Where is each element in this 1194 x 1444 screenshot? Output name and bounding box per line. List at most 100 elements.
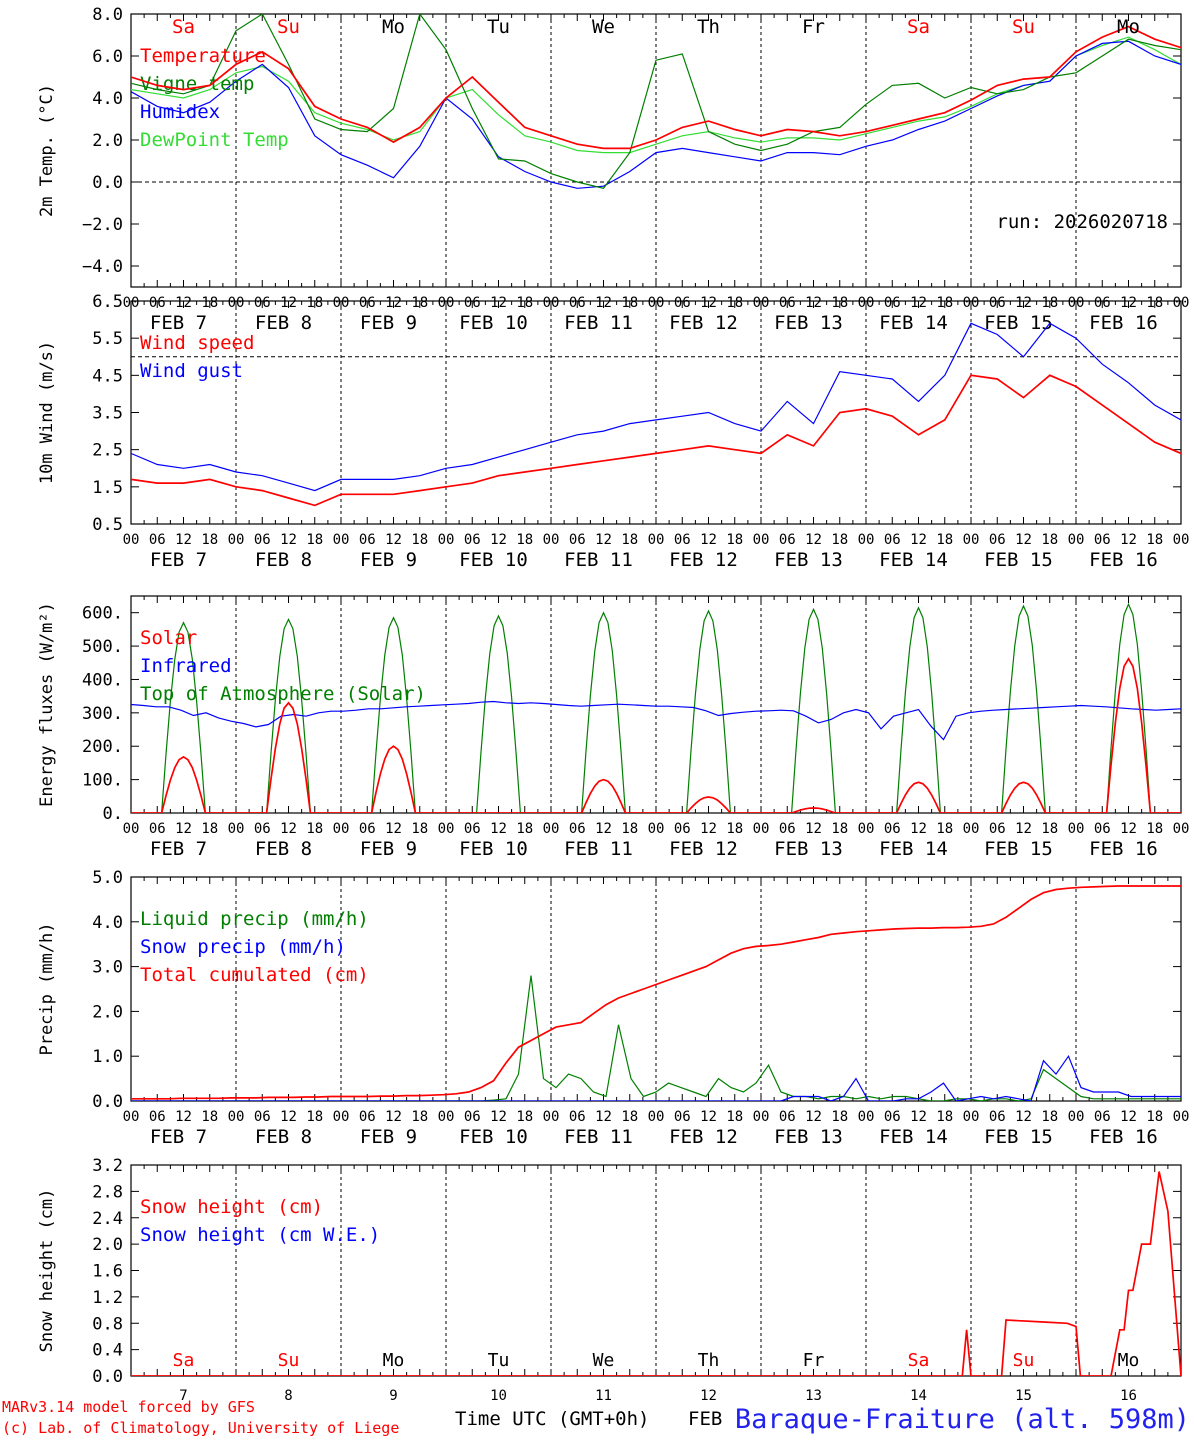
- x-day-label: FEB 13: [774, 838, 843, 860]
- x-hour-label: 06: [569, 532, 586, 548]
- y-tick-label: 8.0: [92, 5, 123, 25]
- x-day-label: FEB 12: [669, 838, 738, 860]
- series-line-total-cumulated-cm-: [131, 885, 1181, 1100]
- day-number: 16: [1120, 1388, 1137, 1404]
- y-tick-label: 3.0: [92, 958, 123, 978]
- x-day-label: FEB 15: [984, 1126, 1053, 1148]
- x-hour-label: 12: [910, 1109, 927, 1125]
- x-hour-label: 18: [411, 1109, 428, 1125]
- x-hour-label: 06: [464, 821, 481, 837]
- weekday-label: Fr: [802, 16, 825, 38]
- day-number: 15: [1015, 1388, 1032, 1404]
- y-tick-label: 0.: [103, 804, 123, 824]
- y-tick-label: 2.4: [92, 1209, 123, 1229]
- x-hour-label: 00: [123, 821, 140, 837]
- x-day-label: FEB 12: [669, 1126, 738, 1148]
- x-hour-label: 06: [149, 1109, 166, 1125]
- x-hour-label: 18: [936, 821, 953, 837]
- x-day-label: FEB 9: [360, 312, 417, 334]
- x-hour-label: 18: [306, 821, 323, 837]
- y-tick-label: 1.0: [92, 1047, 123, 1067]
- x-hour-label: 12: [175, 532, 192, 548]
- x-hour-label: 12: [1015, 532, 1032, 548]
- y-tick-label: 4.0: [92, 913, 123, 933]
- weekday-label: Mo: [1117, 16, 1140, 38]
- y-tick-label: 3.2: [92, 1156, 123, 1176]
- x-axis-title: Time UTC (GMT+0h): [455, 1408, 649, 1430]
- x-hour-label: 12: [595, 1109, 612, 1125]
- weekday-label: Sa: [908, 1350, 930, 1371]
- x-day-label: FEB 9: [360, 838, 417, 860]
- legend-wind-gust: Wind gust: [140, 360, 243, 382]
- x-hour-label: 00: [123, 1109, 140, 1125]
- day-number: 9: [389, 1388, 397, 1404]
- x-hour-label: 12: [700, 821, 717, 837]
- x-hour-label: 06: [254, 532, 271, 548]
- x-hour-label: 00: [333, 821, 350, 837]
- x-hour-label: 12: [280, 532, 297, 548]
- y-tick-label: −4.0: [82, 257, 123, 277]
- x-hour-label: 18: [726, 1109, 743, 1125]
- x-hour-label: 00: [1068, 821, 1085, 837]
- legend-snow-height-cm-: Snow height (cm): [140, 1196, 323, 1218]
- x-hour-label: 06: [989, 532, 1006, 548]
- x-day-label: FEB 8: [255, 312, 312, 334]
- x-hour-label: 18: [201, 1109, 218, 1125]
- x-hour-label: 00: [858, 821, 875, 837]
- y-tick-label: 1.6: [92, 1262, 123, 1282]
- x-hour-label: 18: [201, 532, 218, 548]
- x-day-label: FEB 15: [984, 838, 1053, 860]
- x-hour-label: 00: [648, 821, 665, 837]
- x-hour-label: 06: [149, 532, 166, 548]
- x-hour-label: 12: [595, 821, 612, 837]
- y-tick-label: 0.4: [92, 1341, 123, 1361]
- x-hour-label: 06: [359, 532, 376, 548]
- x-hour-label: 06: [779, 1109, 796, 1125]
- x-day-label: FEB 7: [150, 838, 207, 860]
- y-tick-label: 2.0: [92, 1002, 123, 1022]
- x-hour-label: 00: [438, 821, 455, 837]
- x-day-label: FEB 14: [879, 549, 948, 571]
- weekday-label: Su: [1012, 16, 1035, 38]
- legend-dewpoint-temp: DewPoint Temp: [140, 129, 289, 151]
- x-hour-label: 00: [1068, 1109, 1085, 1125]
- weekday-label: We: [592, 16, 615, 38]
- x-hour-label: 12: [1120, 1109, 1137, 1125]
- x-day-label: FEB 12: [669, 549, 738, 571]
- series-line-wind-speed: [131, 374, 1181, 507]
- day-number: 8: [284, 1388, 292, 1404]
- credit-line: MARv3.14 model forced by GFS: [2, 1398, 255, 1416]
- x-day-label: FEB 15: [984, 312, 1053, 334]
- y-tick-label: 5.0: [92, 868, 123, 888]
- y-tick-label: 1.5: [92, 478, 123, 498]
- y-tick-label: 500.: [82, 637, 123, 657]
- x-day-label: FEB 11: [564, 1126, 633, 1148]
- x-day-label: FEB 9: [360, 1126, 417, 1148]
- x-hour-label: 06: [779, 821, 796, 837]
- x-day-label: FEB 11: [564, 312, 633, 334]
- weekday-label: Tu: [487, 16, 510, 38]
- day-number: 10: [490, 1388, 507, 1404]
- x-hour-label: 18: [1146, 821, 1163, 837]
- x-hour-label: 12: [280, 821, 297, 837]
- weekday-label: Su: [1013, 1350, 1035, 1371]
- x-hour-label: 00: [1068, 532, 1085, 548]
- x-hour-label: 18: [1041, 821, 1058, 837]
- y-tick-label: 600.: [82, 604, 123, 624]
- x-hour-label: 12: [910, 821, 927, 837]
- y-tick-label: 0.5: [92, 515, 123, 535]
- x-hour-label: 06: [464, 532, 481, 548]
- y-tick-label: 0.0: [92, 1367, 123, 1387]
- x-hour-label: 18: [621, 532, 638, 548]
- weekday-label: Su: [277, 16, 300, 38]
- x-day-label: FEB 10: [459, 1126, 528, 1148]
- series-line-snow-precip-mm-h-: [131, 1054, 1181, 1101]
- x-hour-label: 06: [359, 1109, 376, 1125]
- x-hour-label: 00: [753, 532, 770, 548]
- y-tick-label: 1.2: [92, 1288, 123, 1308]
- x-day-label: FEB 16: [1089, 1126, 1158, 1148]
- y-axis-title: Precip (mm/h): [37, 922, 57, 1055]
- x-hour-label: 06: [674, 532, 691, 548]
- x-hour-label: 00: [963, 532, 980, 548]
